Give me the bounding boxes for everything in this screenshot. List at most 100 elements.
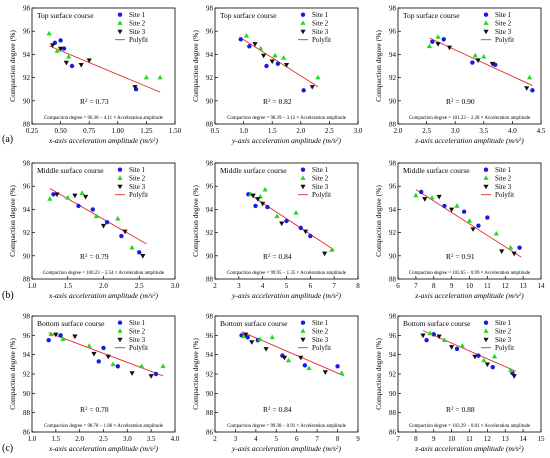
y-tick-label: 94: [389, 351, 397, 359]
data-point-site-1: [153, 371, 159, 377]
legend-label: Site 2: [129, 327, 146, 335]
regression-equation: Compaction degree = 100.23 − 3.54 × Acce…: [43, 271, 164, 276]
y-tick-label: 92: [23, 371, 31, 379]
x-tick-label: 3.0: [123, 435, 132, 443]
y-tick-label: 88: [389, 276, 397, 284]
data-point-site-3: [499, 249, 505, 254]
y-tick-label: 98: [389, 5, 397, 13]
data-point-site-3: [435, 42, 441, 47]
plot-frame: [31, 162, 176, 280]
data-point-site-2: [243, 33, 250, 38]
data-point-site-3: [243, 332, 249, 338]
plot-frame: [397, 7, 542, 125]
r-squared-label: R2 = 0.82: [263, 97, 292, 106]
y-tick-label: 86: [206, 429, 214, 437]
data-point-site-2: [435, 34, 441, 39]
x-tick-label: 3.0: [354, 127, 363, 135]
x-tick-label: 1.5: [268, 127, 277, 135]
data-point-site-3: [129, 371, 135, 376]
x-tick-label: 0.75: [83, 127, 96, 135]
data-point-site-1: [58, 333, 63, 338]
data-point-site-2: [143, 74, 149, 80]
data-point-site-2: [508, 244, 514, 250]
data-point-site-2: [79, 190, 85, 195]
legend-marker-site-2: [117, 20, 123, 25]
data-point-site-1: [238, 37, 243, 42]
data-point-site-1: [470, 60, 475, 65]
data-point-site-3: [91, 351, 97, 357]
data-point-site-2: [269, 334, 275, 340]
row-label-c: (c): [2, 443, 13, 454]
data-point-site-1: [490, 365, 495, 370]
data-point-site-2: [454, 203, 460, 208]
data-point-site-1: [493, 62, 498, 68]
data-point-site-3: [78, 63, 84, 68]
polyfit-line: [49, 188, 147, 245]
polyfit-line: [48, 45, 161, 93]
chart-panel-7: 1.0 1.5 2.0 2.5 3.0 3.5 4.0 86 88 90 92 94 96 98 x-axi…: [8, 313, 180, 454]
data-point-site-3: [436, 194, 442, 200]
data-point-site-1: [284, 218, 289, 224]
x-tick-label: 9: [356, 435, 360, 443]
data-point-site-1: [58, 38, 63, 43]
legend-label: Polyfit: [129, 191, 148, 199]
y-tick-label: 98: [206, 313, 214, 321]
data-point-site-2: [47, 196, 53, 201]
x-axis-label: x-axis acceleration amplitude (m/s2): [48, 444, 158, 453]
y-tick-label: 94: [23, 206, 31, 214]
x-tick-label: 1.0: [28, 435, 37, 443]
x-tick-label: 8: [356, 282, 360, 290]
data-point-site-3: [475, 58, 481, 63]
legend-label: Site 1: [312, 319, 329, 327]
data-point-site-2: [427, 330, 433, 336]
data-point-site-3: [281, 355, 288, 361]
legend-label: Polyfit: [129, 36, 148, 44]
chart-title: Top surface course: [220, 11, 277, 20]
data-point-site-1: [335, 364, 340, 369]
y-tick-label: 98: [389, 160, 397, 168]
legend-marker-site-1: [300, 167, 306, 172]
data-point-site-2: [293, 210, 299, 215]
chart-title: Top surface course: [37, 11, 94, 20]
data-point-site-1: [104, 219, 110, 225]
y-tick-label: 92: [206, 229, 214, 237]
data-point-site-1: [302, 363, 308, 368]
legend-label: Site 2: [312, 327, 329, 335]
legend-marker-site-2: [483, 20, 489, 25]
data-point-site-3: [252, 42, 258, 47]
y-tick-label: 90: [389, 252, 397, 260]
legend-marker-site-1: [483, 320, 489, 325]
data-point-site-1: [530, 88, 535, 93]
data-point-site-3: [83, 194, 89, 200]
chart-title: Bottom surface course: [220, 319, 288, 328]
data-point-site-2: [466, 218, 473, 223]
data-point-site-1: [264, 63, 269, 69]
y-tick-label: 94: [23, 51, 31, 59]
legend-label: Polyfit: [495, 191, 514, 199]
legend-label: Polyfit: [312, 191, 331, 199]
y-tick-label: 94: [206, 351, 214, 359]
data-point-site-2: [526, 74, 533, 80]
data-point-site-3: [449, 345, 455, 350]
y-tick-label: 98: [206, 5, 214, 13]
legend-marker-site-3: [300, 337, 306, 343]
legend-label: Polyfit: [495, 344, 514, 352]
x-tick-label: 4.0: [171, 435, 180, 443]
data-point-site-3: [53, 332, 59, 338]
data-point-site-3: [298, 355, 304, 361]
plot-frame: [214, 315, 359, 433]
data-point-site-1: [247, 44, 252, 49]
data-point-site-2: [241, 333, 247, 339]
data-point-site-3: [58, 46, 64, 52]
x-tick-label: 7: [332, 282, 336, 290]
x-tick-label: 3.0: [171, 282, 180, 290]
data-point-site-2: [441, 337, 448, 342]
y-tick-label: 90: [389, 390, 397, 398]
y-tick-label: 88: [23, 409, 31, 417]
y-tick-label: 92: [389, 371, 397, 379]
x-tick-label: 2.5: [99, 435, 108, 443]
y-axis-label: Compaction degree (%): [8, 185, 17, 257]
data-point-site-3: [140, 254, 146, 259]
